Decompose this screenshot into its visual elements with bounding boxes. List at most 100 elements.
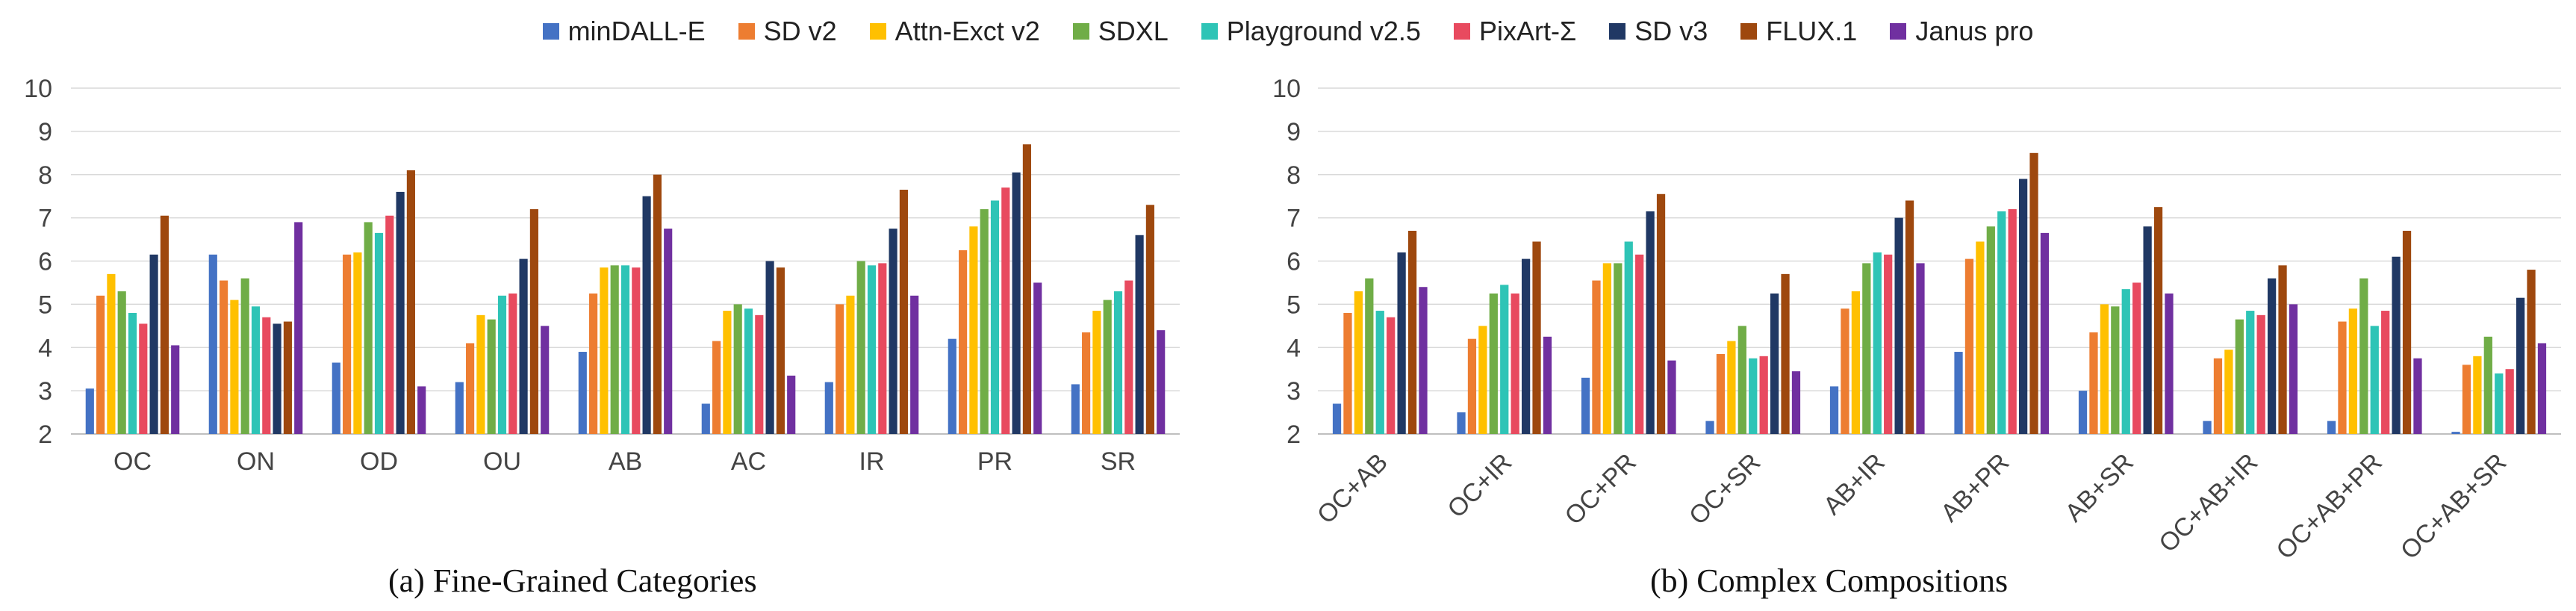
- bar: [1656, 193, 1666, 434]
- y-tick-label: 7: [1287, 205, 1301, 233]
- bar: [2008, 209, 2017, 434]
- bar: [1905, 200, 1914, 434]
- bar: [2402, 230, 2412, 434]
- bar: [1635, 254, 1644, 434]
- bar: [1022, 144, 1031, 435]
- bar: [1954, 352, 1963, 434]
- bar: [208, 254, 217, 434]
- legend-label: minDALL-E: [567, 16, 706, 46]
- bar: [1375, 311, 1384, 434]
- bar: [1986, 226, 1995, 434]
- bar: [653, 174, 662, 434]
- bar: [1012, 172, 1021, 434]
- bar: [1829, 386, 1839, 434]
- y-tick-label: 10: [1272, 75, 1301, 103]
- bar: [1082, 332, 1091, 434]
- x-tick-label: OC+SR: [1684, 448, 1766, 530]
- bar: [990, 200, 1000, 434]
- bar: [2100, 304, 2109, 434]
- bar: [632, 267, 641, 434]
- x-tick-label: OC+AB: [1312, 448, 1393, 530]
- bar: [2289, 304, 2298, 434]
- bar: [497, 295, 507, 434]
- bar: [2203, 421, 2212, 434]
- y-tick-label: 2: [1287, 421, 1301, 449]
- x-tick-label: SR: [1101, 447, 1136, 476]
- bar: [744, 308, 753, 434]
- bar: [2348, 308, 2358, 434]
- bar: [2111, 306, 2120, 434]
- legend-item: SD v2: [738, 16, 837, 47]
- bar: [2256, 314, 2265, 434]
- bar: [1749, 358, 1758, 434]
- bar: [787, 375, 796, 434]
- bar: [733, 304, 742, 434]
- x-tick-label: AC: [731, 447, 766, 476]
- bar: [2473, 356, 2482, 434]
- bar: [2089, 332, 2098, 434]
- legend-swatch: [869, 23, 886, 40]
- bar: [529, 209, 538, 434]
- legend-label: SDXL: [1098, 16, 1169, 46]
- bar: [910, 295, 919, 434]
- bar: [1543, 336, 1552, 434]
- bar: [1113, 291, 1123, 434]
- bar: [1770, 293, 1779, 434]
- bar: [1033, 282, 1042, 434]
- bar: [2213, 358, 2223, 434]
- bar: [2224, 350, 2233, 434]
- bar: [1124, 280, 1133, 434]
- bar: [776, 267, 785, 434]
- bar: [149, 254, 158, 434]
- bar: [1602, 263, 1612, 434]
- bar: [519, 258, 528, 434]
- y-tick-label: 8: [1287, 161, 1301, 190]
- x-tick-label: AB+SR: [2060, 448, 2139, 527]
- y-tick-label: 9: [1287, 118, 1301, 146]
- bar: [1145, 205, 1154, 434]
- bar: [107, 273, 116, 434]
- bar: [980, 209, 989, 434]
- bar: [610, 265, 619, 434]
- bar: [969, 226, 978, 434]
- bar: [139, 323, 148, 434]
- bar: [396, 191, 405, 434]
- chart-a: 2 3 4 5 6 7 8 9 10 OC ON OD OU AB AC IR PR SR: [24, 75, 1180, 476]
- bar: [642, 196, 651, 434]
- bar: [1716, 353, 1726, 434]
- bar: [723, 311, 732, 434]
- bar: [1841, 308, 1849, 434]
- caption-a: (a) Fine-Grained Categories: [388, 562, 757, 599]
- bar: [541, 326, 550, 434]
- y-tick-label: 4: [1287, 334, 1301, 362]
- bar: [353, 252, 362, 434]
- bar: [2537, 343, 2547, 434]
- legend-swatch: [1072, 23, 1089, 40]
- bar: [836, 304, 844, 434]
- y-tick-label: 5: [38, 291, 52, 319]
- bar: [1646, 211, 1655, 434]
- bar: [476, 314, 485, 434]
- y-tick-label: 2: [38, 421, 52, 449]
- bar: [1976, 241, 1985, 434]
- y-tick-label: 4: [38, 334, 52, 362]
- bar: [487, 319, 496, 434]
- bar: [2381, 311, 2390, 434]
- x-tick-label: AB: [609, 447, 642, 476]
- bar: [2040, 232, 2050, 434]
- bar: [664, 229, 673, 434]
- bar: [578, 352, 587, 434]
- legend-label: PixArt-Σ: [1478, 16, 1577, 46]
- bar: [1354, 291, 1363, 434]
- bar: [2338, 321, 2347, 434]
- bar: [2392, 256, 2401, 434]
- bar: [2516, 297, 2525, 434]
- bar: [171, 345, 180, 434]
- bar: [1387, 317, 1396, 434]
- bar: [240, 278, 249, 434]
- bar: [1407, 230, 1417, 434]
- bar: [1365, 278, 1374, 434]
- bar: [856, 261, 865, 434]
- bar: [1759, 356, 1768, 434]
